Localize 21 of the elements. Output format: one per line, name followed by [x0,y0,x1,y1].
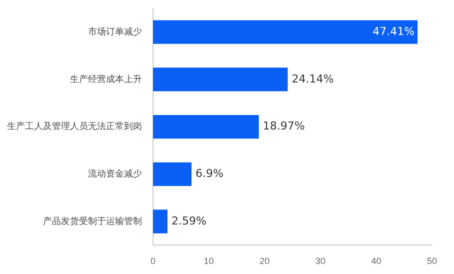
bar [153,114,259,139]
y-tick-label: 生产工人及管理人员无法正常到岗 [7,121,142,132]
y-tick-label: 市场订单减少 [88,26,142,38]
x-tick-label: 50 [426,256,438,266]
x-tick-label: 20 [260,256,270,266]
bar [153,68,288,92]
bar [153,162,192,186]
bar [153,210,168,234]
x-tick-label: 10 [204,256,214,266]
x-tick-label: 30 [315,256,326,266]
y-tick-label: 生产经营成本上升 [70,74,142,85]
data-label: 6.9% [196,167,224,180]
data-label: 47.41% [372,24,415,38]
bar [153,20,418,44]
y-tick-label: 流动资金减少 [88,168,142,180]
x-tick-label: 0 [150,256,156,266]
x-tick-label: 40 [371,256,382,266]
data-label: 2.59% [171,214,206,228]
data-label: 18.97% [262,120,305,133]
y-tick-label: 产品发货受制于运输管制 [43,216,142,227]
data-label: 24.14% [292,72,334,86]
